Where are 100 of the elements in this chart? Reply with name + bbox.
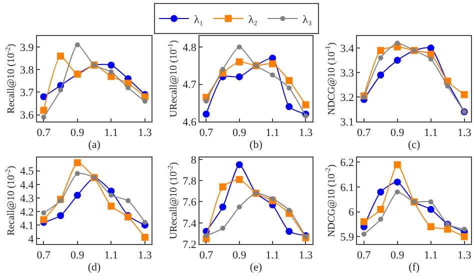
y-tick-label: 3.9	[20, 42, 34, 54]
y-tick-label: 3.2	[340, 92, 354, 104]
point	[360, 218, 368, 226]
x-tick-label: 0.7	[199, 126, 214, 139]
point	[269, 60, 276, 68]
legend-label: λ₃	[302, 14, 312, 26]
point	[141, 234, 148, 241]
point	[74, 42, 80, 48]
y-tick-label: 3.8	[20, 64, 34, 77]
x-tick-label: 0.9	[70, 126, 85, 139]
x-tick-label: 0.9	[70, 249, 85, 262]
point	[126, 198, 131, 204]
point	[58, 87, 64, 92]
y-tick-label: 7.6	[182, 196, 197, 209]
point	[74, 192, 81, 199]
x-tick-label: 1.1	[104, 249, 118, 262]
point	[236, 44, 242, 50]
point	[286, 228, 293, 235]
x-tick-label: 0.7	[357, 249, 372, 262]
point	[236, 73, 243, 80]
point	[286, 208, 292, 213]
point	[204, 98, 209, 104]
x-tick-label: 1.3	[298, 126, 314, 139]
y-tick-label: 7.2	[182, 238, 196, 251]
x-tick-label: 0.7	[199, 249, 214, 262]
x-axis-title: (b)	[250, 139, 263, 152]
x-axis-title: (e)	[250, 261, 262, 274]
point	[303, 114, 308, 119]
point	[462, 226, 467, 232]
point	[270, 196, 276, 202]
point	[286, 86, 292, 91]
y-tick-label: 3.1	[340, 116, 354, 128]
y-tick-label: 6	[348, 206, 355, 219]
x-tick-label: 1.1	[266, 126, 280, 139]
y-tick-label: 7.8	[182, 175, 197, 188]
point	[236, 204, 242, 210]
point	[57, 212, 64, 220]
y-tick-label: 4.6	[182, 116, 197, 128]
y-tick-label: 4.1	[20, 220, 34, 232]
x-tick-label: 1.3	[138, 249, 152, 262]
point	[40, 106, 48, 114]
point	[142, 220, 148, 225]
point	[40, 216, 48, 224]
point	[377, 72, 384, 79]
point	[377, 188, 384, 196]
x-tick-label: 0.7	[36, 249, 52, 262]
point	[236, 58, 243, 66]
point	[236, 176, 243, 184]
point	[394, 161, 401, 168]
x-tick-label: 1.1	[424, 126, 438, 139]
x-axis-title: (c)	[408, 139, 421, 152]
y-tick-label: 4.4	[20, 179, 34, 192]
point	[74, 159, 81, 166]
y-tick-label: 4.2	[20, 206, 34, 218]
point	[41, 114, 46, 120]
y-tick-label: 3.4	[340, 42, 355, 55]
point	[126, 85, 131, 90]
x-tick-label: 1.3	[457, 126, 472, 139]
point	[286, 103, 293, 110]
point	[108, 192, 114, 198]
point	[202, 110, 210, 118]
point	[219, 204, 226, 211]
point	[236, 161, 243, 168]
point	[41, 210, 46, 216]
point	[427, 206, 434, 213]
x-tick-label: 0.9	[390, 249, 405, 262]
x-axis-title: (f)	[408, 261, 420, 274]
x-tick-label: 1.1	[104, 126, 118, 139]
point	[361, 232, 366, 237]
x-tick-label: 1.1	[266, 249, 280, 262]
point	[460, 91, 468, 98]
x-tick-label: 0.9	[390, 126, 405, 139]
point	[302, 101, 310, 108]
point	[378, 216, 384, 222]
point	[108, 202, 115, 210]
y-tick-label: 3.3	[340, 67, 355, 80]
point	[377, 46, 384, 54]
point	[394, 189, 400, 194]
point	[219, 183, 226, 190]
point	[428, 56, 434, 62]
x-tick-label: 1.3	[138, 126, 152, 139]
point	[394, 178, 401, 186]
x-tick-label: 0.7	[357, 126, 372, 139]
x-tick-label: 0.9	[232, 126, 247, 139]
point	[394, 56, 401, 64]
y-tick-label: 4	[28, 233, 34, 246]
point	[108, 69, 114, 74]
point	[57, 52, 64, 60]
point	[460, 233, 468, 240]
point	[378, 55, 384, 60]
point	[58, 198, 64, 204]
legend-label: λ₂	[248, 14, 258, 26]
point	[445, 84, 450, 89]
point	[142, 98, 148, 104]
point	[427, 50, 434, 58]
point	[74, 171, 80, 176]
x-tick-label: 1.1	[424, 249, 438, 262]
y-tick-label: 4.3	[20, 192, 34, 205]
y-tick-label: 7.4	[182, 218, 197, 230]
y-tick-label: 4.5	[20, 166, 34, 178]
